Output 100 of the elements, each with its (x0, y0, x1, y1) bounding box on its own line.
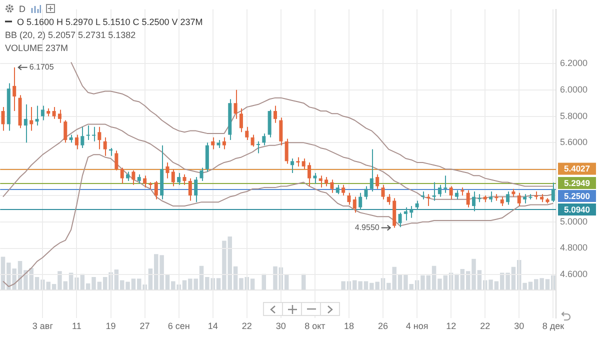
annotation: 4.9550 (354, 223, 380, 232)
candlestick (250, 134, 254, 148)
candlestick (211, 136, 215, 150)
candlestick (370, 148, 374, 192)
candlestick (308, 162, 312, 187)
candlestick (330, 179, 334, 194)
x-tick-label: 30 (276, 321, 286, 332)
candlestick (64, 120, 68, 144)
candlestick (517, 192, 521, 207)
x-tick-label: 3 авг (32, 321, 54, 332)
candlestick (500, 196, 504, 207)
candlestick (324, 176, 328, 187)
x-tick-label: 26 (378, 321, 388, 332)
candlestick (381, 184, 385, 200)
y-tick-label: 5.8000 (560, 110, 588, 121)
candlestick (12, 66, 16, 112)
candlestick (1, 106, 5, 132)
candlestick (268, 109, 272, 138)
candlestick (273, 105, 278, 124)
candlestick (86, 125, 90, 141)
y-tick-label: 6.0000 (560, 84, 588, 94)
candlestick (438, 184, 442, 198)
candlestick (506, 191, 510, 206)
x-tick-label: 22 (242, 321, 252, 332)
x-tick-label: 22 (480, 321, 490, 332)
x-tick-label: 14 (208, 321, 218, 332)
x-tick-label: 4 ноя (406, 321, 428, 332)
y-tick-label: 5.6000 (560, 137, 588, 148)
candlestick (454, 190, 458, 200)
x-tick-label: 11 (72, 321, 82, 332)
ref-line-label: 5.0940 (564, 204, 590, 214)
candlestick (376, 174, 380, 190)
candlestick (358, 192, 362, 210)
x-tick-label: 6 сен (168, 321, 190, 332)
candlestick (352, 196, 356, 214)
annotation: D (19, 2, 26, 14)
candlestick (166, 162, 170, 179)
annotation: BB (20, 2) 5.2057 5.2731 5.1382 (5, 28, 136, 40)
x-tick-label: 8 окт (304, 321, 326, 332)
candlestick (347, 192, 351, 206)
candlestick (404, 206, 408, 222)
annotation: 6.1705 (29, 62, 54, 72)
candlestick (234, 89, 238, 120)
candlestick (114, 150, 118, 171)
candlestick (98, 126, 102, 150)
candlestick (415, 200, 419, 210)
candlestick (386, 194, 390, 206)
candlestick (364, 186, 368, 200)
x-tick-label: 27 (140, 321, 150, 332)
candlestick (472, 191, 476, 212)
candlestick (126, 171, 130, 182)
candlestick (398, 212, 402, 228)
candlestick (256, 140, 260, 154)
candlestick (103, 136, 107, 156)
x-tick-label: 19 (106, 321, 116, 332)
candlestick (52, 106, 56, 120)
ref-line-label: 5.2949 (564, 178, 590, 188)
candlestick (92, 126, 96, 142)
candlestick (489, 191, 493, 203)
candlestick (137, 174, 141, 184)
x-tick-label: 12 (446, 321, 456, 332)
candlestick (313, 172, 317, 184)
candlestick (222, 136, 226, 150)
candlestick (245, 126, 249, 141)
candlestick (342, 184, 346, 196)
candlestick (466, 190, 470, 208)
candlestick (154, 180, 158, 200)
y-tick-label: 6.2000 (560, 58, 588, 68)
ref-line-label: 5.4027 (564, 164, 590, 174)
candlestick (35, 105, 39, 126)
y-tick-label: 4.6000 (560, 269, 588, 280)
ref-line-label: 5.2500 (564, 190, 590, 201)
candlestick (444, 175, 448, 194)
candlestick (194, 176, 198, 203)
candlestick (177, 172, 181, 186)
candlestick (205, 142, 209, 172)
candlestick (302, 158, 306, 170)
candlestick (239, 108, 243, 133)
candlestick (143, 175, 147, 188)
candlestick (188, 178, 192, 202)
annotation: O 5.1600 H 5.2970 L 5.1510 C 5.2500 V 237M (17, 16, 203, 28)
candlestick (120, 167, 124, 184)
candlestick (40, 105, 44, 121)
candlestick (410, 206, 414, 218)
x-tick-label: 30 (514, 321, 524, 332)
candlestick (132, 170, 136, 186)
candlestick (296, 156, 300, 167)
candlestick (74, 134, 78, 150)
candlestick (200, 167, 204, 182)
candlestick (336, 184, 340, 195)
candlestick (318, 175, 322, 188)
candlestick (432, 182, 436, 202)
candlestick (551, 182, 555, 202)
candlestick (182, 174, 186, 186)
candlestick (523, 194, 527, 204)
candlestick (284, 138, 288, 164)
candlestick (171, 168, 175, 187)
x-tick-label: 18 (344, 321, 354, 332)
candlestick (58, 109, 62, 124)
candlestick (449, 186, 453, 200)
